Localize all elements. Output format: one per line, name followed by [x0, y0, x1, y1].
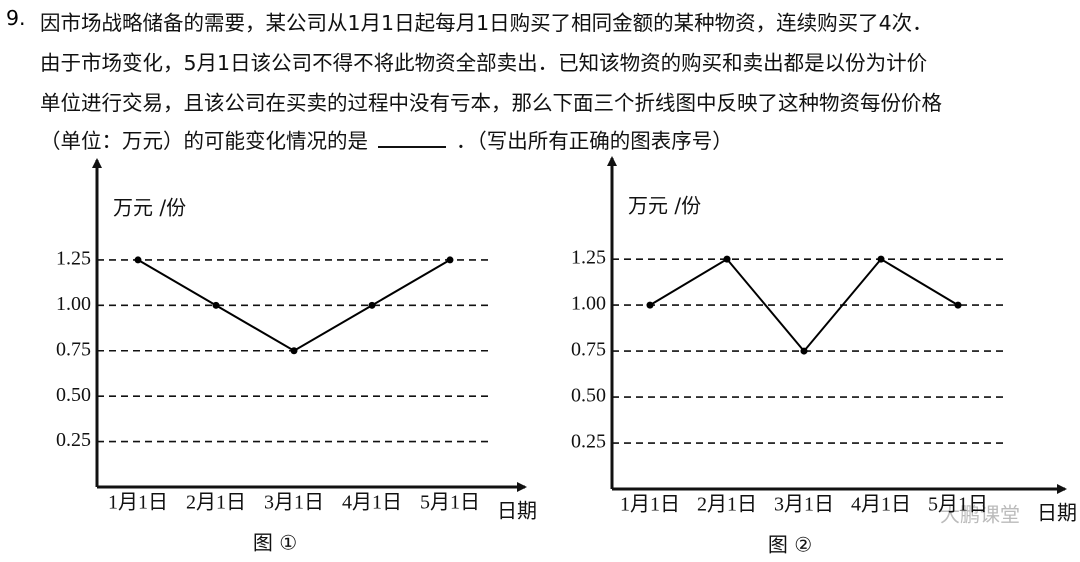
x-tick-label: 4月1日	[342, 492, 402, 514]
point	[212, 301, 220, 309]
x-tick-label: 1月1日	[108, 492, 168, 514]
y-tick-label: 1.00	[56, 293, 91, 315]
point	[134, 256, 142, 264]
y-tick-label: 0.25	[571, 431, 606, 453]
x-axis-label: 日期	[1037, 501, 1077, 525]
question-line: 因市场战略储备的需要，某公司从1月1日起每月1日购买了相同金额的某种物资，连续购…	[40, 11, 933, 35]
question-line: 单位进行交易，且该公司在买卖的过程中没有亏本，那么下面三个折线图中反映了这种物资…	[40, 91, 942, 115]
x-axis-label: 日期	[497, 499, 537, 523]
point	[954, 301, 962, 309]
point	[646, 301, 654, 309]
watermark: 大鹏课堂	[940, 503, 1020, 527]
y-tick-label: 1.25	[571, 247, 606, 269]
y-tick-label: 0.25	[56, 429, 91, 451]
x-tick-label: 2月1日	[186, 492, 246, 514]
y-tick-label: 0.75	[571, 339, 606, 361]
point	[290, 347, 298, 355]
x-tick-label: 3月1日	[774, 494, 834, 516]
point	[877, 255, 885, 263]
y-axis-label: 万元 /份	[113, 196, 186, 220]
point	[723, 255, 731, 263]
x-tick-label: 3月1日	[264, 492, 324, 514]
x-tick-label: 1月1日	[620, 494, 680, 516]
question-text: ．（写出所有正确的图表序号）	[456, 129, 733, 153]
y-tick-label: 0.50	[571, 385, 606, 407]
chart-caption: 图 ②	[768, 533, 812, 557]
y-tick-label: 1.25	[56, 248, 91, 270]
question-text: （单位：万元）的可能变化情况的是	[40, 129, 368, 153]
x-tick-label: 2月1日	[697, 494, 757, 516]
question-number: 9.	[6, 6, 26, 30]
point	[368, 301, 376, 309]
chart-caption: 图 ①	[253, 531, 297, 555]
point	[800, 347, 808, 355]
y-tick-label: 1.00	[571, 293, 606, 315]
point	[446, 256, 454, 264]
question-line: 由于市场变化，5月1日该公司不得不将此物资全部卖出．已知该物资的购买和卖出都是以…	[40, 51, 928, 75]
x-tick-label: 4月1日	[851, 494, 911, 516]
y-tick-label: 0.75	[56, 338, 91, 360]
y-axis-label: 万元 /份	[628, 194, 701, 218]
question-line: （单位：万元）的可能变化情况的是 ．（写出所有正确的图表序号）	[40, 124, 733, 154]
answer-blank	[378, 128, 446, 148]
y-tick-label: 0.50	[56, 384, 91, 406]
x-tick-label: 5月1日	[928, 494, 988, 516]
x-tick-label: 5月1日	[420, 492, 480, 514]
